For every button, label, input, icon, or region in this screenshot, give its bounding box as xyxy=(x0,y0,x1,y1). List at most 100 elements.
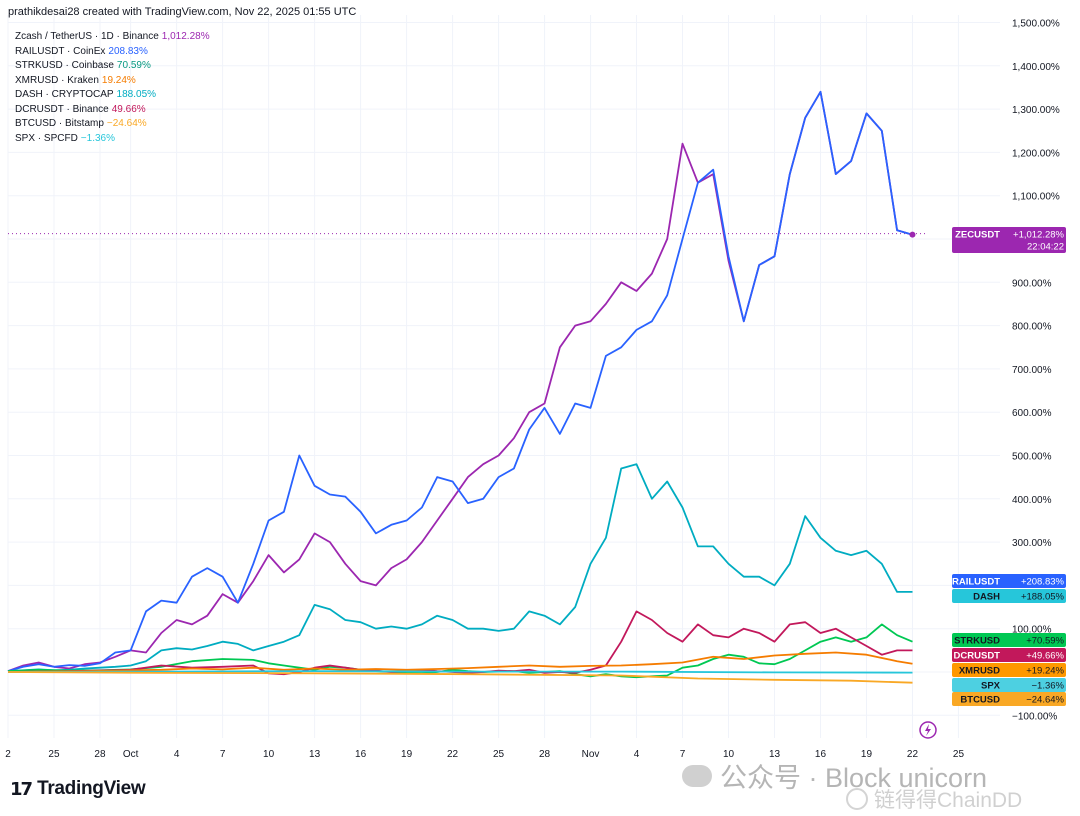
price-label-name: RAILUSDT xyxy=(952,577,1000,588)
legend-value: −24.64% xyxy=(106,118,147,129)
series-layer xyxy=(7,90,928,684)
chaindd-icon xyxy=(846,788,868,810)
watermark-secondary: 链得得ChainDD xyxy=(846,784,1022,814)
y-tick-label: 600.00% xyxy=(1012,408,1052,419)
y-tick-label: 1,500.00% xyxy=(1012,19,1060,30)
series-line-btcusd xyxy=(7,671,913,684)
x-tick-label: 22 xyxy=(447,749,459,760)
price-label-name: XMRUSD xyxy=(959,666,1000,677)
x-tick-label: 7 xyxy=(220,749,226,760)
x-tick-label: 16 xyxy=(355,749,367,760)
x-tick-label: 25 xyxy=(48,749,60,760)
price-label-value: +208.83% xyxy=(1021,577,1065,588)
price-label-value: −24.64% xyxy=(1026,695,1064,706)
price-label-bg xyxy=(952,227,1066,253)
zec-last-point xyxy=(909,231,916,238)
x-tick-label: 10 xyxy=(723,749,735,760)
price-label-strkusd: STRKUSD +70.59% xyxy=(952,633,1066,647)
series-line-xmrusd xyxy=(7,651,913,673)
legend-label: BTCUSD · Bitstamp xyxy=(15,118,104,129)
legend-label: DCRUSDT · Binance xyxy=(15,103,109,115)
x-tick-label: 7 xyxy=(680,749,686,760)
y-axis: 1,500.00% 1,400.00% 1,300.00% 1,200.00% 1,10… xyxy=(1012,19,1060,723)
legend-value: 49.66% xyxy=(111,103,146,115)
series-line-dash xyxy=(7,463,913,672)
legend-label: STRKUSD · Coinbase xyxy=(15,60,114,71)
price-label-bg xyxy=(952,663,1066,677)
legend-value: 1,012.28% xyxy=(161,31,210,42)
price-label-value: +188.05% xyxy=(1021,592,1065,603)
legend-value: 208.83% xyxy=(108,45,148,57)
price-label-bg xyxy=(952,648,1066,662)
price-label-value: +70.59% xyxy=(1026,636,1064,647)
price-labels: ZECUSDT +1,012.28%22:04:22 RAILUSDT +208.83… xyxy=(919,227,1066,739)
series-line-spx xyxy=(7,670,913,674)
series-line-railusdt xyxy=(7,90,913,672)
legend-label: Zcash / TetherUS · 1D · Binance xyxy=(15,31,159,42)
legend-item-dcrusdt[interactable]: DCRUSDT · Binance 49.66% xyxy=(15,103,210,118)
legend-value: 188.05% xyxy=(116,89,157,100)
price-label-bg xyxy=(952,692,1066,706)
price-label-time: 22:04:22 xyxy=(1027,242,1064,253)
series-line-dcrusdt xyxy=(7,610,913,676)
x-tick-label: 2 xyxy=(5,749,11,760)
price-label-name: DASH xyxy=(973,592,1000,603)
y-tick-label: 900.00% xyxy=(1012,278,1052,289)
legend-item-xmrusd[interactable]: XMRUSD · Kraken 19.24% xyxy=(15,74,210,89)
legend-value: 19.24% xyxy=(101,74,136,86)
price-label-dcrusdt: DCRUSDT +49.66% xyxy=(952,648,1066,662)
y-tick-label: 1,300.00% xyxy=(1012,105,1060,116)
price-label-bg xyxy=(952,589,1066,603)
x-tick-label: 13 xyxy=(769,749,781,760)
x-axis: 2 25 28 Oct 4 7 10 13 16 19 22 25 28 Nov 4 7 10 13 16 19 22 2… xyxy=(5,749,964,760)
y-tick-label: 1,200.00% xyxy=(1012,148,1060,159)
x-tick-label: 22 xyxy=(907,749,919,760)
chart-header: prathikdesai28 created with TradingView.… xyxy=(8,6,357,18)
price-label-name: SPX xyxy=(981,681,1001,692)
x-tick-label: 19 xyxy=(861,749,873,760)
watermark-text-secondary: 链得得ChainDD xyxy=(874,789,1023,812)
grid-lines xyxy=(7,15,1000,738)
x-tick-label: 10 xyxy=(263,749,275,760)
legend-item-spx[interactable]: SPX · SPCFD −1.36% xyxy=(15,132,210,147)
lightning-bolt-icon xyxy=(925,724,931,736)
x-tick-label: 4 xyxy=(634,749,640,760)
price-label-bg xyxy=(952,574,1066,588)
x-tick-label: 28 xyxy=(94,749,106,760)
price-label-bg xyxy=(952,678,1066,692)
legend-label: RAILUSDT · CoinEx xyxy=(15,45,106,57)
legend-item-btcusd[interactable]: BTCUSD · Bitstamp −24.64% xyxy=(15,117,210,132)
price-label-railusdt: RAILUSDT +208.83% xyxy=(952,574,1066,588)
legend-item-dash[interactable]: DASH · CRYPTOCAP 188.05% xyxy=(15,88,210,103)
price-label-value: +49.66% xyxy=(1026,651,1064,662)
wechat-icon xyxy=(682,764,712,787)
x-tick-label: Nov xyxy=(582,749,600,760)
legend-item-zcash[interactable]: Zcash / TetherUS · 1D · Binance 1,012.28% xyxy=(15,30,210,45)
legend-item-strkusd[interactable]: STRKUSD · Coinbase 70.59% xyxy=(15,59,210,74)
x-tick-label: 28 xyxy=(539,749,551,760)
price-label-dash: DASH +188.05% xyxy=(952,589,1066,603)
legend-label: DASH · CRYPTOCAP xyxy=(15,89,114,100)
price-label-xmrusd: XMRUSD +19.24% xyxy=(952,663,1066,677)
y-tick-label: 700.00% xyxy=(1012,365,1052,376)
y-tick-label: 1,100.00% xyxy=(1012,192,1060,203)
legend-label: XMRUSD · Kraken xyxy=(15,74,99,86)
tradingview-logo-icon: 17 xyxy=(10,778,33,800)
price-label-name: DCRUSDT xyxy=(954,651,1001,662)
tradingview-logo[interactable]: 17 TradingView xyxy=(10,778,146,800)
x-tick-label: 19 xyxy=(401,749,413,760)
y-tick-label: 400.00% xyxy=(1012,495,1052,506)
legend: Zcash / TetherUS · 1D · Binance 1,012.28%… xyxy=(15,30,210,146)
y-tick-label: 500.00% xyxy=(1012,452,1052,463)
price-label-bg xyxy=(952,633,1066,647)
legend-label: SPX · SPCFD xyxy=(15,132,78,144)
series-line-zecusdt xyxy=(7,90,913,672)
y-tick-label: 300.00% xyxy=(1012,538,1052,549)
price-label-value: +19.24% xyxy=(1026,666,1064,677)
y-tick-label: 800.00% xyxy=(1012,322,1052,333)
price-label-value: +1,012.28% xyxy=(1013,230,1065,241)
legend-item-railusdt[interactable]: RAILUSDT · CoinEx 208.83% xyxy=(15,45,210,60)
tradingview-logo-text: TradingView xyxy=(37,778,146,799)
x-tick-label: 25 xyxy=(493,749,505,760)
